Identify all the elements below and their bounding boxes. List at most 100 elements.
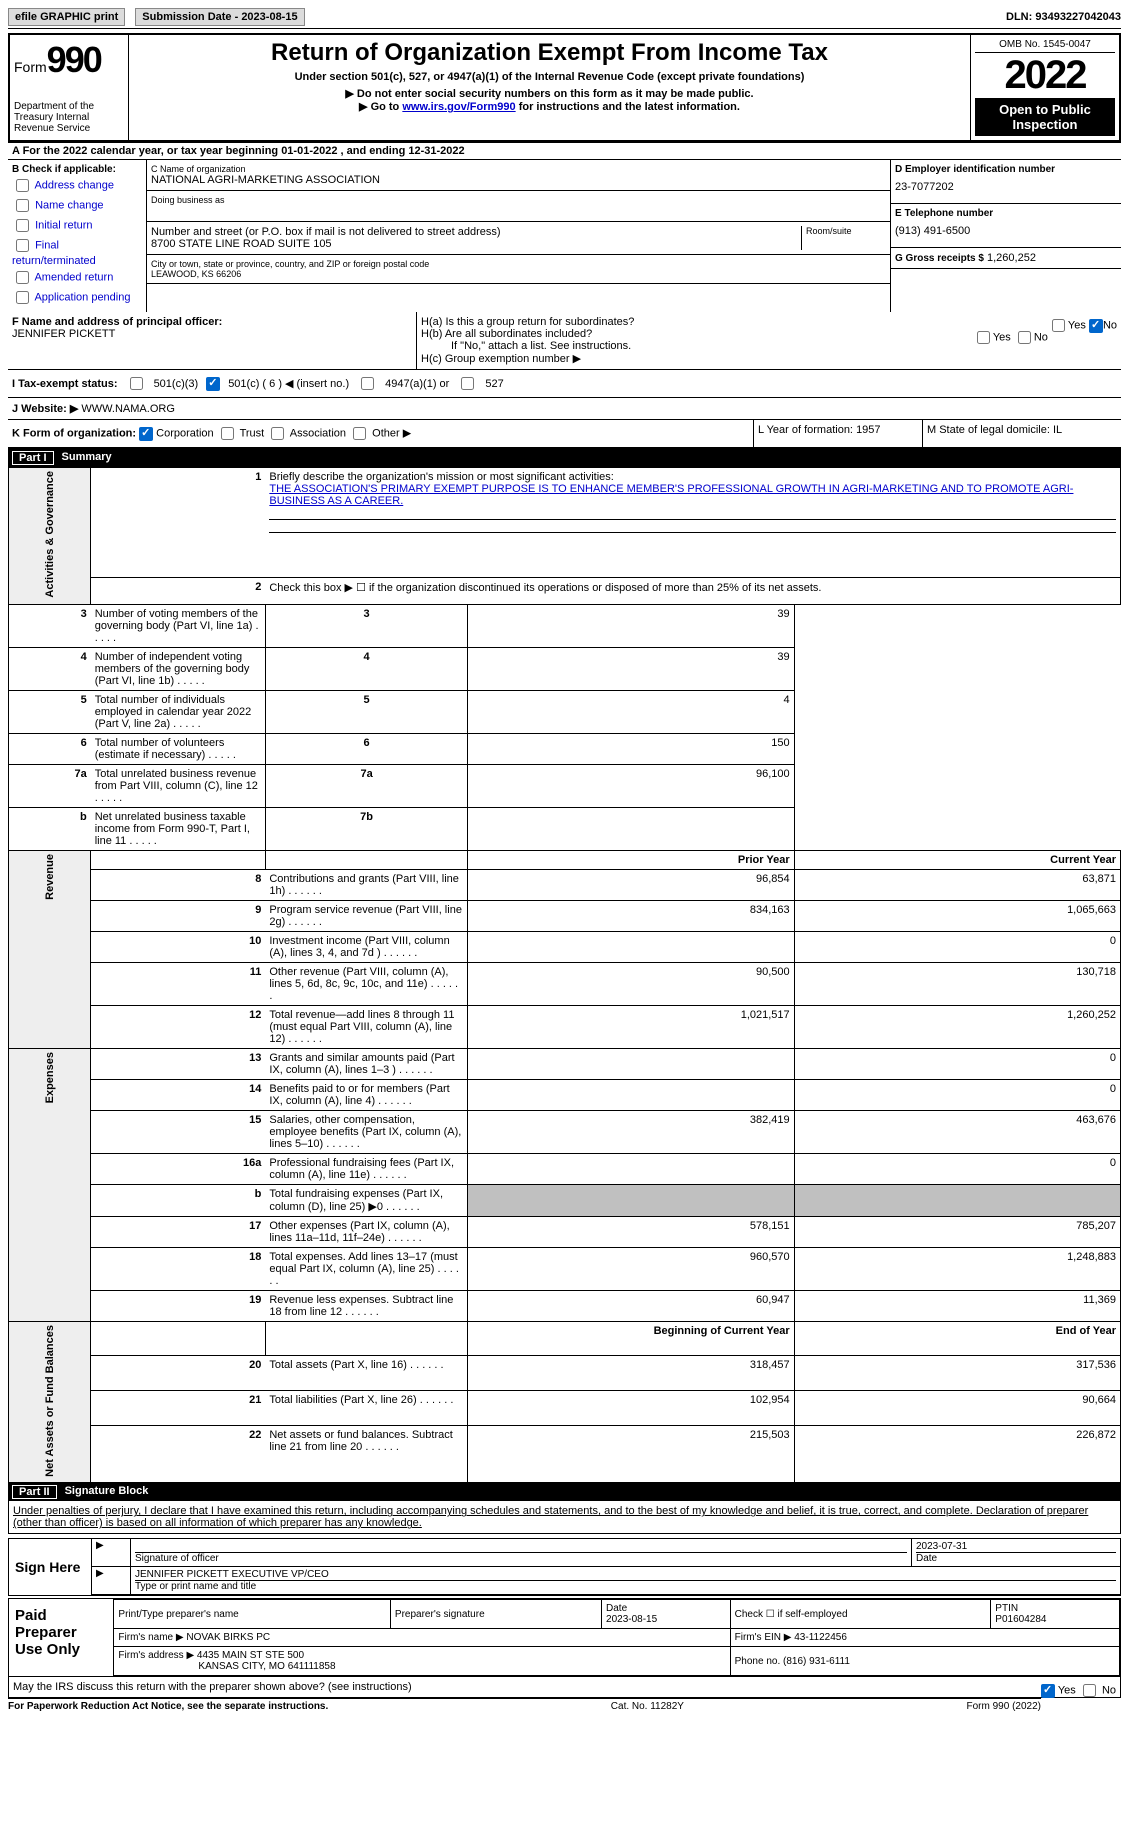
org-name: NATIONAL AGRI-MARKETING ASSOCIATION [151,174,886,186]
check-applicable-label: B Check if applicable: [12,164,142,175]
line-label: Total revenue—add lines 8 through 11 (mu… [265,1005,467,1048]
form-ref: Form 990 (2022) [967,1701,1041,1712]
dba-label: Doing business as [151,195,886,205]
prep-ptin: P01604284 [995,1614,1046,1625]
hb-no[interactable] [1018,331,1031,344]
cat-label: Expenses [9,1048,91,1321]
prep-phone: (816) 931-6111 [783,1656,850,1667]
officer-label: F Name and address of principal officer: [12,316,412,328]
line-label: Other revenue (Part VIII, column (A), li… [265,962,467,1005]
prior-value: 60,947 [468,1290,794,1321]
line-label: Professional fundraising fees (Part IX, … [265,1153,467,1184]
curr-value: 0 [794,1079,1120,1110]
curr-value: 226,872 [794,1426,1120,1483]
form-title: Return of Organization Exempt From Incom… [133,39,966,67]
tax-year: 2022 [975,53,1115,98]
tel-label: E Telephone number [895,208,1117,219]
tel-value: (913) 491-6500 [895,219,1117,243]
prior-value: 102,954 [468,1391,794,1426]
arrow-icon: ▶ [92,1539,130,1566]
hint-goto-pre: ▶ Go to [359,101,402,113]
chk-assoc[interactable] [271,427,284,440]
discuss-label: May the IRS discuss this return with the… [13,1681,412,1693]
chk-address[interactable]: Address change [12,176,142,195]
curr-value: 0 [794,931,1120,962]
cat-label: Net Assets or Fund Balances [9,1321,91,1483]
line-label: Net assets or fund balances. Subtract li… [265,1426,467,1483]
curr-value: 63,871 [794,869,1120,900]
prior-value [468,931,794,962]
prior-value [468,1153,794,1184]
line2: Check this box ▶ ☐ if the organization d… [265,577,1120,604]
form-subtitle: Under section 501(c), 527, or 4947(a)(1)… [133,71,966,83]
irs-link[interactable]: www.irs.gov/Form990 [402,101,515,113]
prior-value [468,1079,794,1110]
org-name-label: C Name of organization [151,164,886,174]
org-city: LEAWOOD, KS 66206 [151,269,886,279]
prior-value: 382,419 [468,1110,794,1153]
prep-firm: NOVAK BIRKS PC [186,1632,270,1643]
line-label: Other expenses (Part IX, column (A), lin… [265,1216,467,1247]
chk-corp-checked [139,427,153,441]
year-formation: 1957 [856,424,880,436]
line-label: Investment income (Part VIII, column (A)… [265,931,467,962]
curr-value: 1,248,883 [794,1247,1120,1290]
hint-goto-post: for instructions and the latest informat… [516,101,740,113]
chk-4947[interactable] [361,377,374,390]
sig-date: 2023-07-31 [916,1541,967,1552]
tax-status-label: I Tax-exempt status: [12,378,118,390]
efile-button[interactable]: efile GRAPHIC print [8,8,125,26]
curr-value: 0 [794,1048,1120,1079]
arrow-icon: ▶ [92,1567,130,1594]
part1-badge: Part I [12,451,54,465]
form-label: Form [14,59,47,75]
hb-yes[interactable] [977,331,990,344]
chk-pending[interactable]: Application pending [12,288,142,307]
chk-trust[interactable] [221,427,234,440]
sign-here-label: Sign Here [9,1539,91,1595]
curr-value: 785,207 [794,1216,1120,1247]
chk-name[interactable]: Name change [12,196,142,215]
discuss-no[interactable] [1083,1684,1096,1697]
form-number: 990 [47,39,101,80]
part2-badge: Part II [12,1485,57,1499]
curr-value: 1,065,663 [794,900,1120,931]
officer-name: JENNIFER PICKETT [12,328,412,340]
prior-value: 960,570 [468,1247,794,1290]
curr-value: 463,676 [794,1110,1120,1153]
prep-check-label: Check ☐ if self-employed [730,1600,991,1629]
chk-other[interactable] [353,427,366,440]
prior-value: 834,163 [468,900,794,931]
chk-527[interactable] [461,377,474,390]
gross-value: 1,260,252 [987,252,1036,264]
calendar-year-row: A For the 2022 calendar year, or tax yea… [8,143,1121,160]
prep-addr: 4435 MAIN ST STE 500 [197,1650,304,1661]
hc-label: H(c) Group exemption number ▶ [421,352,1117,365]
website-label: J Website: ▶ [12,403,78,415]
prior-value: 96,854 [468,869,794,900]
line-label: Total expenses. Add lines 13–17 (must eq… [265,1247,467,1290]
cat-no: Cat. No. 11282Y [611,1701,684,1712]
ha-yes[interactable] [1052,319,1065,332]
chk-501c3[interactable] [130,377,143,390]
curr-value: 0 [794,1153,1120,1184]
prior-value: 215,503 [468,1426,794,1483]
open-inspection: Open to Public Inspection [975,98,1115,136]
line-label: Total assets (Part X, line 16) . . . . .… [265,1356,467,1391]
chk-final[interactable]: Final return/terminated [12,236,142,267]
prior-value [468,1048,794,1079]
addr-label: Number and street (or P.O. box if mail i… [151,226,801,238]
prior-value [468,1184,794,1216]
gross-label: G Gross receipts $ [895,253,984,264]
chk-amended[interactable]: Amended return [12,268,142,287]
hint-ssn: ▶ Do not enter social security numbers o… [133,87,966,100]
prep-ein: 43-1122456 [794,1632,847,1643]
sig-name: JENNIFER PICKETT EXECUTIVE VP/CEO [135,1569,329,1580]
chk-initial[interactable]: Initial return [12,216,142,235]
website-value: WWW.NAMA.ORG [81,403,175,415]
ha-no-checked [1089,319,1103,333]
line-label: Contributions and grants (Part VIII, lin… [265,869,467,900]
curr-value: 11,369 [794,1290,1120,1321]
prior-value: 90,500 [468,962,794,1005]
suite-label: Room/suite [801,226,886,250]
